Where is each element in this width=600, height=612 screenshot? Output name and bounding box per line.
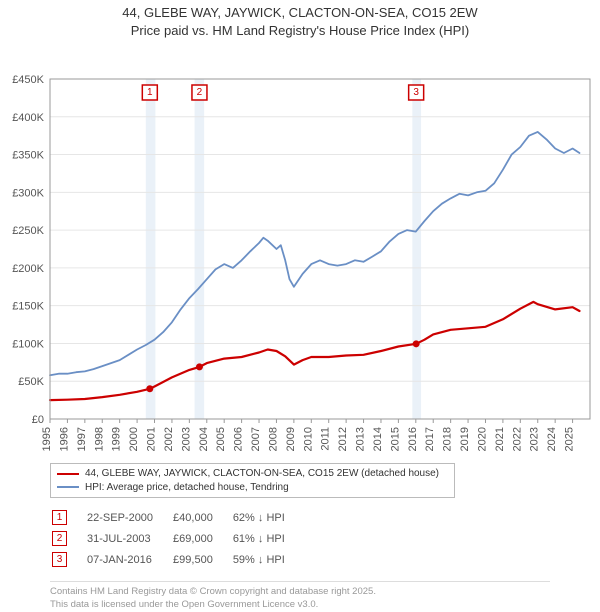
- x-axis-tick-label: 1996: [58, 427, 70, 451]
- sales-table: 1 22-SEP-2000£40,00062% ↓ HPI 2 31-JUL-2003…: [50, 506, 305, 571]
- sale-delta: 59% ↓ HPI: [233, 550, 303, 569]
- x-axis-tick-label: 2011: [320, 427, 332, 451]
- x-axis-tick-label: 2016: [407, 427, 419, 451]
- sale-marker-icon: 3: [52, 552, 67, 567]
- legend-swatch: [57, 486, 79, 488]
- sale-date: 31-JUL-2003: [87, 529, 171, 548]
- x-axis-tick-label: 2017: [424, 427, 436, 451]
- legend-label: 44, GLEBE WAY, JAYWICK, CLACTON-ON-SEA, …: [85, 467, 439, 481]
- chart-area: £0 £50K £100K £150K £200K £250K £300K £350K £400…: [0, 39, 600, 459]
- y-axis-tick-label: £350K: [12, 150, 44, 162]
- y-axis-tick-label: £250K: [12, 225, 44, 237]
- sale-marker-icon: 2: [52, 531, 67, 546]
- sale-price: £69,000: [173, 529, 231, 548]
- sale-marker-label: 3: [413, 87, 419, 98]
- table-row: 2 31-JUL-2003£69,00061% ↓ HPI: [52, 529, 303, 548]
- x-axis-tick-label: 2000: [128, 427, 140, 451]
- x-axis-tick-label: 2020: [476, 427, 488, 451]
- x-axis-tick-label: 2019: [459, 427, 471, 451]
- y-axis-tick-label: £450K: [12, 74, 44, 86]
- table-row: 1 22-SEP-2000£40,00062% ↓ HPI: [52, 508, 303, 527]
- x-axis-tick-label: 2024: [546, 427, 558, 451]
- x-axis-tick-label: 2008: [267, 427, 279, 451]
- y-axis-tick-label: £300K: [12, 187, 44, 199]
- x-axis-tick-label: 2009: [285, 427, 297, 451]
- y-axis-tick-label: £200K: [12, 263, 44, 275]
- x-axis-tick-label: 2014: [372, 427, 384, 451]
- x-axis-tick-label: 2004: [198, 427, 210, 451]
- y-axis-tick-label: £400K: [12, 112, 44, 124]
- sale-price: £40,000: [173, 508, 231, 527]
- x-axis-tick-label: 2001: [146, 427, 158, 451]
- x-axis-tick-label: 2025: [564, 427, 576, 451]
- legend-row: HPI: Average price, detached house, Tend…: [57, 481, 448, 495]
- footer-line-1: Contains HM Land Registry data © Crown c…: [50, 586, 550, 599]
- x-axis-tick-label: 2002: [163, 427, 175, 451]
- series-property: [50, 302, 580, 400]
- x-axis-tick-label: 1998: [93, 427, 105, 451]
- legend: 44, GLEBE WAY, JAYWICK, CLACTON-ON-SEA, …: [50, 463, 455, 498]
- x-axis-tick-label: 2013: [355, 427, 367, 451]
- y-axis-tick-label: £0: [32, 414, 44, 426]
- x-axis-tick-label: 2007: [250, 427, 262, 451]
- x-axis-tick-label: 2010: [302, 427, 314, 451]
- sale-marker-label: 1: [147, 87, 153, 98]
- sale-date: 07-JAN-2016: [87, 550, 171, 569]
- sale-marker-icon: 1: [52, 510, 67, 525]
- y-axis-tick-label: £100K: [12, 339, 44, 351]
- x-axis-tick-label: 2018: [442, 427, 454, 451]
- y-axis-tick-label: £50K: [18, 376, 44, 388]
- sale-delta: 61% ↓ HPI: [233, 529, 303, 548]
- attribution-footer: Contains HM Land Registry data © Crown c…: [50, 581, 550, 612]
- x-axis-tick-label: 2003: [180, 427, 192, 451]
- y-axis-tick-label: £150K: [12, 301, 44, 313]
- x-axis-tick-label: 2021: [494, 427, 506, 451]
- x-axis-tick-label: 1997: [76, 427, 88, 451]
- table-row: 3 07-JAN-2016£99,50059% ↓ HPI: [52, 550, 303, 569]
- title-line-2: Price paid vs. HM Land Registry's House …: [0, 22, 600, 40]
- series-hpi: [50, 132, 580, 375]
- x-axis-tick-label: 2015: [389, 427, 401, 451]
- x-axis-tick-label: 2006: [233, 427, 245, 451]
- chart-title-block: 44, GLEBE WAY, JAYWICK, CLACTON-ON-SEA, …: [0, 0, 600, 39]
- sale-price: £99,500: [173, 550, 231, 569]
- x-axis-tick-label: 2012: [337, 427, 349, 451]
- legend-swatch: [57, 473, 79, 475]
- legend-label: HPI: Average price, detached house, Tend…: [85, 481, 289, 495]
- x-axis-tick-label: 2022: [511, 427, 523, 451]
- sale-marker-label: 2: [197, 87, 203, 98]
- sale-delta: 62% ↓ HPI: [233, 508, 303, 527]
- title-line-1: 44, GLEBE WAY, JAYWICK, CLACTON-ON-SEA, …: [0, 4, 600, 22]
- chart-svg: £0 £50K £100K £150K £200K £250K £300K £350K £400…: [0, 39, 600, 459]
- x-axis-tick-label: 1995: [41, 427, 53, 451]
- x-axis-tick-label: 1999: [111, 427, 123, 451]
- x-axis-tick-label: 2005: [215, 427, 227, 451]
- sale-date: 22-SEP-2000: [87, 508, 171, 527]
- legend-row: 44, GLEBE WAY, JAYWICK, CLACTON-ON-SEA, …: [57, 467, 448, 481]
- footer-line-2: This data is licensed under the Open Gov…: [50, 599, 550, 612]
- x-axis-tick-label: 2023: [529, 427, 541, 451]
